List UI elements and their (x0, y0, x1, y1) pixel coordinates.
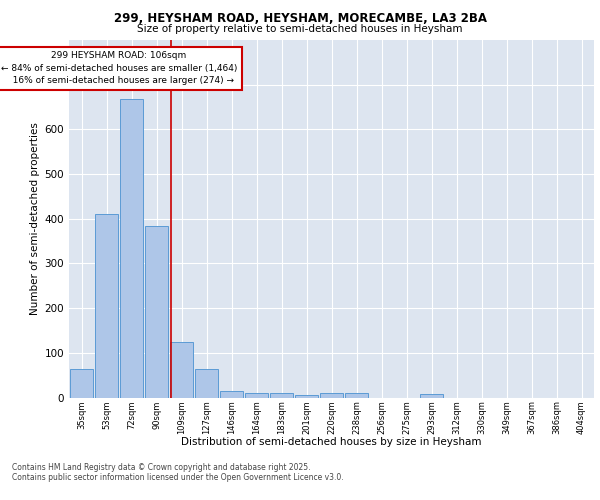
Text: 299, HEYSHAM ROAD, HEYSHAM, MORECAMBE, LA3 2BA: 299, HEYSHAM ROAD, HEYSHAM, MORECAMBE, L… (113, 12, 487, 26)
Bar (345, 394, 368, 398)
Text: 299 HEYSHAM ROAD: 106sqm
← 84% of semi-detached houses are smaller (1,464)
   16: 299 HEYSHAM ROAD: 106sqm ← 84% of semi-d… (1, 51, 237, 85)
Bar (120, 100, 143, 398)
Bar (145, 226, 168, 398)
Text: Contains public sector information licensed under the Open Government Licence v3: Contains public sector information licen… (12, 472, 344, 482)
Bar (70, 370, 93, 398)
Text: Contains HM Land Registry data © Crown copyright and database right 2025.: Contains HM Land Registry data © Crown c… (12, 462, 311, 471)
Bar (420, 394, 443, 398)
Bar (320, 393, 343, 398)
Bar (170, 342, 193, 398)
Y-axis label: Number of semi-detached properties: Number of semi-detached properties (31, 122, 40, 315)
Text: Size of property relative to semi-detached houses in Heysham: Size of property relative to semi-detach… (137, 24, 463, 34)
X-axis label: Distribution of semi-detached houses by size in Heysham: Distribution of semi-detached houses by … (181, 437, 482, 447)
Bar (195, 370, 218, 398)
Bar (95, 214, 118, 398)
Bar (295, 396, 318, 398)
Bar (270, 394, 293, 398)
Bar (220, 391, 243, 398)
Bar (245, 392, 268, 398)
